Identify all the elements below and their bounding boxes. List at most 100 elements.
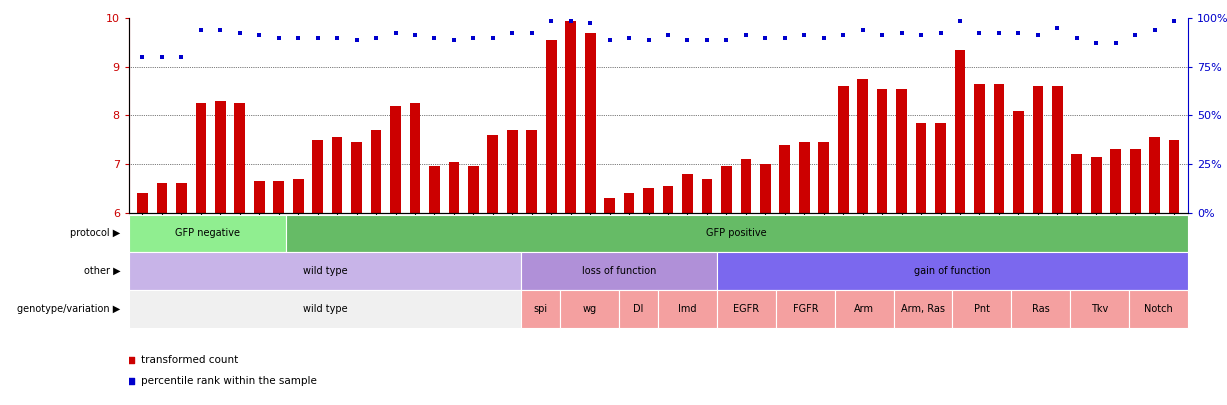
Bar [195,103,206,213]
Text: loss of function: loss of function [582,266,656,276]
Text: Arm: Arm [854,304,874,314]
Text: protocol ▶: protocol ▶ [70,228,120,239]
Bar [1071,154,1082,213]
Text: Pnt: Pnt [974,304,990,314]
Text: transformed count: transformed count [141,355,238,364]
Point [211,27,231,34]
Point [521,30,541,36]
Text: Ras: Ras [1032,304,1049,314]
Point [950,17,969,24]
Point [464,34,483,41]
Bar [717,290,775,328]
Point [347,37,367,43]
Bar [1129,290,1188,328]
Point [1125,32,1145,38]
Point [620,34,639,41]
Point [931,30,951,36]
Bar [521,252,717,290]
Bar [818,142,829,213]
Text: Dl: Dl [633,304,644,314]
Bar [1169,140,1179,213]
Bar [760,164,771,213]
Bar [585,33,595,213]
Bar [858,79,867,213]
Text: Arm, Ras: Arm, Ras [901,304,945,314]
Bar [137,193,147,213]
Bar [175,183,187,213]
Text: genotype/variation ▶: genotype/variation ▶ [17,304,120,314]
Point [697,37,717,43]
Bar [390,106,401,213]
Bar [566,21,575,213]
Bar [623,193,634,213]
Point [814,34,833,41]
Point [133,54,152,60]
Text: FGFR: FGFR [793,304,818,314]
Bar [254,181,265,213]
Bar [604,198,615,213]
Bar [157,183,167,213]
Bar [741,159,751,213]
Bar [1070,290,1129,328]
Point [152,54,172,60]
Bar [215,101,226,213]
Point [969,30,989,36]
Bar [1091,157,1102,213]
Text: other ▶: other ▶ [83,266,120,276]
Point [1048,25,1067,31]
Text: GFP positive: GFP positive [707,228,767,239]
Bar [467,166,479,213]
Point [249,32,269,38]
Bar [1052,86,1063,213]
Bar [834,290,893,328]
Bar [487,135,498,213]
Bar [799,142,810,213]
Text: spi: spi [534,304,547,314]
Bar [877,89,887,213]
Point [736,32,756,38]
Bar [129,252,521,290]
Bar [561,290,620,328]
Point [912,32,931,38]
Point [989,30,1009,36]
Point [191,27,211,34]
Bar [682,174,693,213]
Bar [526,130,537,213]
Point [269,34,288,41]
Bar [915,123,926,213]
Point [1145,27,1164,34]
Bar [721,166,731,213]
Point [483,34,503,41]
Bar [775,290,834,328]
Bar [1014,111,1023,213]
Bar [838,86,849,213]
Text: EGFR: EGFR [734,304,760,314]
Bar [663,186,674,213]
Bar [274,181,285,213]
Bar [1150,137,1160,213]
Bar [331,137,342,213]
Text: GFP negative: GFP negative [174,228,239,239]
Bar [286,215,1188,252]
Bar [717,252,1188,290]
Bar [129,290,521,328]
Bar [410,103,421,213]
Point [385,30,405,36]
Point [308,34,328,41]
Point [580,20,600,26]
Point [677,37,697,43]
Point [561,17,580,24]
Point [366,34,385,41]
Bar [702,179,713,213]
Point [288,34,308,41]
Bar [952,290,1011,328]
Point [1009,30,1028,36]
Bar [546,40,557,213]
Bar [994,84,1004,213]
Bar [955,50,966,213]
Point [1086,39,1106,46]
Point [775,34,795,41]
Text: Notch: Notch [1144,304,1173,314]
Point [639,37,659,43]
Point [717,37,736,43]
